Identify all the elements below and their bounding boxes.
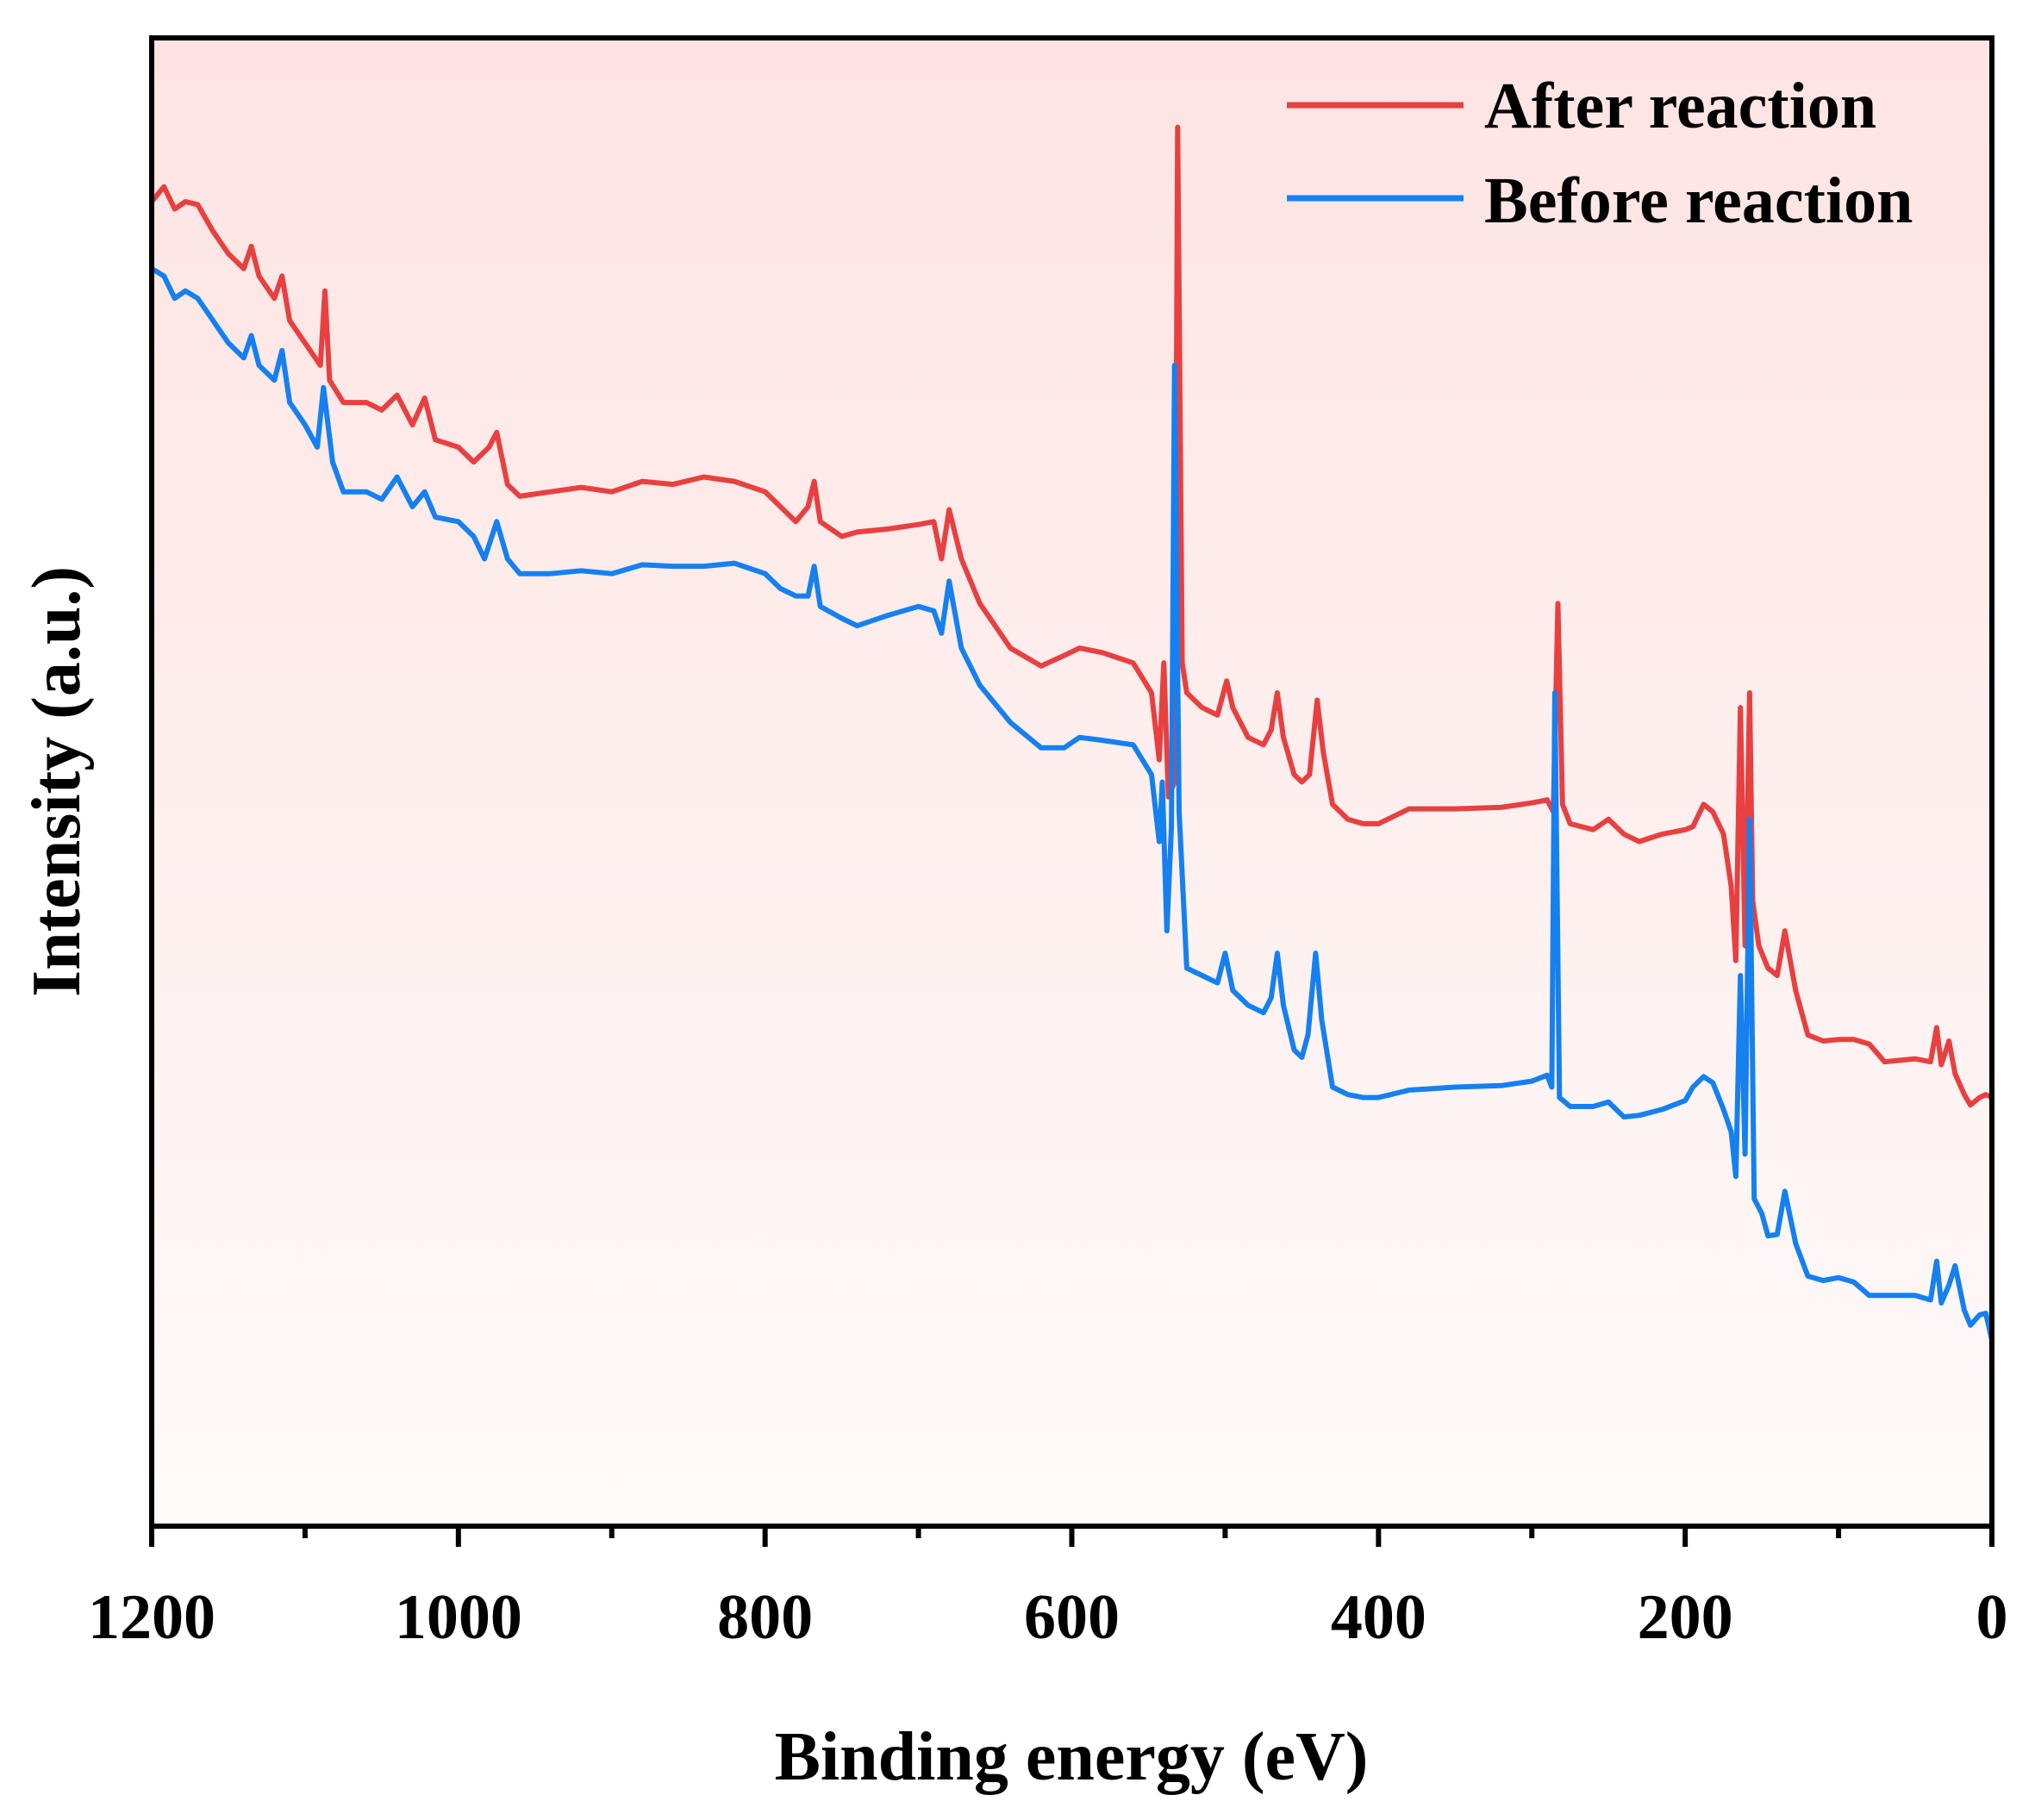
x-tick-label-0: 0 [1976, 1582, 2008, 1653]
x-tick-label-1000: 1000 [395, 1582, 522, 1653]
before-reaction-line [150, 266, 1994, 1341]
x-tick-label-200: 200 [1638, 1582, 1733, 1653]
x-axis-ticks: 1200 1000 800 600 400 200 0 [88, 1526, 2008, 1653]
after-reaction-line [149, 124, 1994, 1108]
legend-label-before-reaction: Before reaction [1484, 165, 1913, 237]
legend-label-after-reaction: After reaction [1484, 70, 1876, 142]
series-lines [149, 124, 1994, 1341]
y-axis-title: Intensity (a.u.) [19, 566, 95, 997]
x-tick-label-800: 800 [717, 1582, 813, 1653]
legend: After reaction Before reaction [1287, 70, 1913, 237]
x-tick-label-1200: 1200 [88, 1582, 215, 1653]
x-axis-title: Binding energy (eV) [775, 1719, 1369, 1795]
plot-background [152, 38, 1992, 1526]
x-tick-label-600: 600 [1024, 1582, 1120, 1653]
x-tick-label-400: 400 [1331, 1582, 1426, 1653]
